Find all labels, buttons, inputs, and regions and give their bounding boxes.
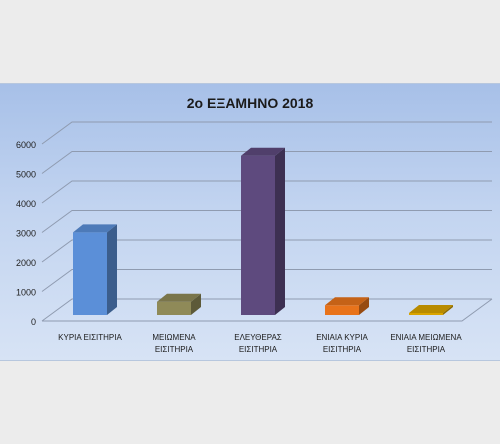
y-tick-label: 6000 xyxy=(16,140,36,150)
bar-chart: 2ο ΕΞΑΜΗΝΟ 2018 0 1000 2000 3000 4000 5000 600… xyxy=(16,95,493,354)
x-tick-label: ΕΙΣΙΤΗΡΙΑ xyxy=(407,345,446,354)
chart-panel: 2ο ΕΞΑΜΗΝΟ 2018 0 1000 2000 3000 4000 5000 600… xyxy=(0,83,500,361)
x-tick-label: ΕΙΣΙΤΗΡΙΑ xyxy=(323,345,362,354)
x-tick-label: ΚΥΡΙΑ ΕΙΣΙΤΗΡΙΑ xyxy=(58,333,122,342)
x-tick-label: ΕΛΕΥΘΕΡΑΣ xyxy=(234,333,282,342)
gridline xyxy=(41,121,492,145)
bar xyxy=(325,297,369,315)
x-tick-label: ΜΕΙΩΜΕΝΑ xyxy=(152,333,196,342)
gridline xyxy=(41,269,492,292)
bar xyxy=(73,224,117,315)
x-tick-label: ΕΝΙΑΙΑ ΜΕΙΩΜΕΝΑ xyxy=(390,333,462,342)
bar xyxy=(409,305,453,315)
x-tick-label: ΕΝΙΑΙΑ ΚΥΡΙΑ xyxy=(316,333,368,342)
y-tick-label: 5000 xyxy=(16,170,36,180)
y-tick-label: 0 xyxy=(31,317,36,327)
chart-title: 2ο ΕΞΑΜΗΝΟ 2018 xyxy=(187,95,314,111)
floor-edge xyxy=(42,298,493,322)
y-axis-ticks: 0 1000 2000 3000 4000 5000 6000 xyxy=(16,140,36,327)
bar xyxy=(157,293,201,315)
y-tick-label: 2000 xyxy=(16,258,36,268)
gridline xyxy=(41,239,492,263)
gridlines xyxy=(41,121,493,322)
y-tick-label: 3000 xyxy=(16,229,36,239)
x-tick-label: ΕΙΣΙΤΗΡΙΑ xyxy=(239,345,278,354)
x-axis-labels: ΚΥΡΙΑ ΕΙΣΙΤΗΡΙΑ ΜΕΙΩΜΕΝΑ ΕΙΣΙΤΗΡΙΑ ΕΛΕΥΘΕΡΑ… xyxy=(58,333,462,354)
gridline xyxy=(41,151,492,174)
bar xyxy=(241,147,285,315)
bars xyxy=(73,147,453,315)
y-tick-label: 1000 xyxy=(16,288,36,298)
y-tick-label: 4000 xyxy=(16,199,36,209)
gridline xyxy=(41,180,492,204)
x-tick-label: ΕΙΣΙΤΗΡΙΑ xyxy=(155,345,194,354)
gridline xyxy=(41,210,492,233)
